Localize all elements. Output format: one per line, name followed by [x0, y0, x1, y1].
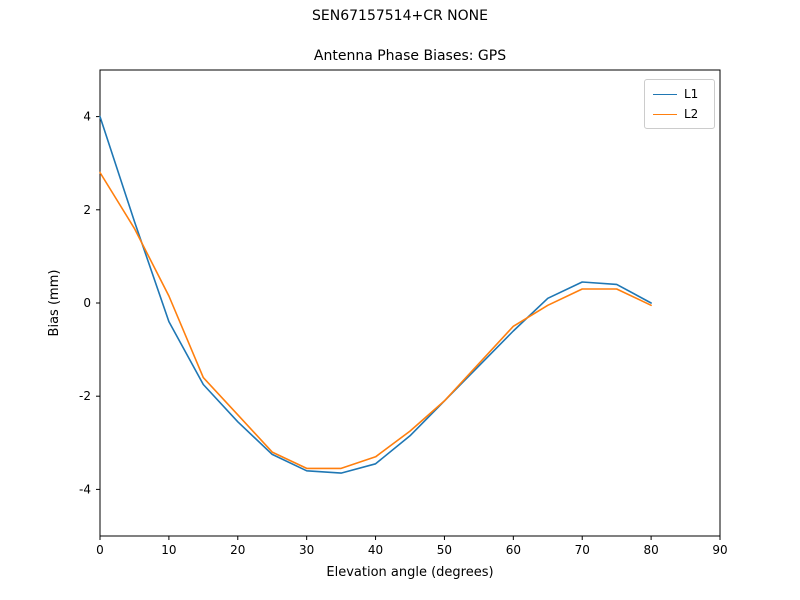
l2-line-swatch — [653, 113, 677, 115]
x-tick-label: 0 — [96, 543, 104, 557]
legend: L1 L2 — [644, 79, 715, 129]
l1-line-swatch — [653, 93, 677, 95]
chart-title: Antenna Phase Biases: GPS — [313, 48, 507, 64]
y-axis-label: Bias (mm) — [47, 270, 62, 337]
legend-entry-l1: L1 — [653, 84, 706, 104]
legend-label-l2: L2 — [684, 107, 699, 121]
x-axis-label: Elevation angle (degrees) — [326, 565, 493, 580]
x-tick-label: 40 — [368, 543, 383, 557]
legend-label-l1: L1 — [684, 87, 699, 101]
x-tick-label: 60 — [506, 543, 521, 557]
x-tick-label: 10 — [161, 543, 176, 557]
y-tick-label: 0 — [83, 296, 91, 310]
y-tick-label: -2 — [79, 389, 91, 403]
x-tick-label: 30 — [299, 543, 314, 557]
legend-entry-l2: L2 — [653, 104, 706, 124]
axes-frame — [99, 69, 721, 537]
x-tick-label: 70 — [575, 543, 590, 557]
x-tick-label: 50 — [437, 543, 452, 557]
y-tick-label: 2 — [83, 203, 91, 217]
series-line-l1 — [99, 115, 652, 474]
x-tick-label: 80 — [643, 543, 658, 557]
x-tick-label: 90 — [712, 543, 727, 557]
y-tick-label: 4 — [83, 110, 91, 124]
x-tick-label: 20 — [230, 543, 245, 557]
series-line-l2 — [99, 171, 652, 470]
y-tick-label: -4 — [79, 482, 91, 496]
figure-suptitle: SEN67157514+CR NONE — [312, 8, 488, 24]
